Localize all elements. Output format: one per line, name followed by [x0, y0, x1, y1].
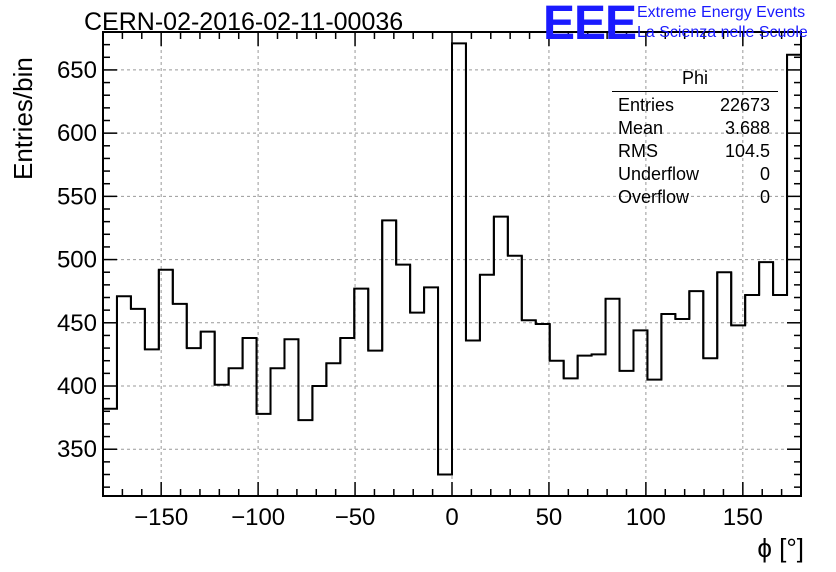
x-tick-label: −100	[231, 504, 285, 531]
logo-subtitle-line1: Extreme Energy Events	[637, 4, 806, 21]
y-tick-label: 450	[57, 310, 97, 337]
eee-logo: EEE	[543, 0, 637, 50]
y-tick-label: 650	[57, 57, 97, 84]
stats-label: Mean	[618, 118, 664, 138]
stats-value: 0	[759, 187, 770, 207]
x-tick-label: 0	[445, 504, 458, 531]
stats-value: 3.688	[724, 118, 770, 138]
stats-value: 0	[759, 164, 770, 184]
x-tick-label: 100	[626, 504, 666, 531]
stats-row-rms: RMS 104.5	[612, 140, 778, 163]
y-tick-label: 400	[57, 373, 97, 400]
stats-label: Underflow	[618, 164, 700, 184]
stats-row-mean: Mean 3.688	[612, 117, 778, 140]
stats-label: RMS	[618, 141, 658, 161]
x-tick-label: 50	[536, 504, 563, 531]
y-axis-label: Entries/bin	[8, 57, 38, 180]
y-tick-label: 600	[57, 120, 97, 147]
stats-row-overflow: Overflow 0	[612, 186, 778, 209]
x-tick-label: 150	[723, 504, 763, 531]
y-tick-label: 550	[57, 183, 97, 210]
y-tick-label: 500	[57, 247, 97, 274]
stats-title: Phi	[612, 68, 778, 92]
stats-value: 22673	[719, 95, 770, 115]
stats-label: Entries	[618, 95, 675, 115]
chart-title: CERN-02-2016-02-11-00036	[84, 8, 404, 36]
y-tick-label: 350	[57, 436, 97, 463]
stats-box: Phi Entries 22673 Mean 3.688 RMS 104.5 U…	[612, 68, 778, 209]
logo-subtitle-line2: La Scienza nelle Scuole	[637, 24, 808, 41]
stats-label: Overflow	[618, 187, 690, 207]
stats-value: 104.5	[724, 141, 770, 161]
x-tick-label: −150	[134, 504, 188, 531]
stats-row-underflow: Underflow 0	[612, 163, 778, 186]
x-tick-label: −50	[335, 504, 376, 531]
x-axis-label: ϕ [°]	[757, 533, 804, 563]
stats-row-entries: Entries 22673	[612, 94, 778, 117]
